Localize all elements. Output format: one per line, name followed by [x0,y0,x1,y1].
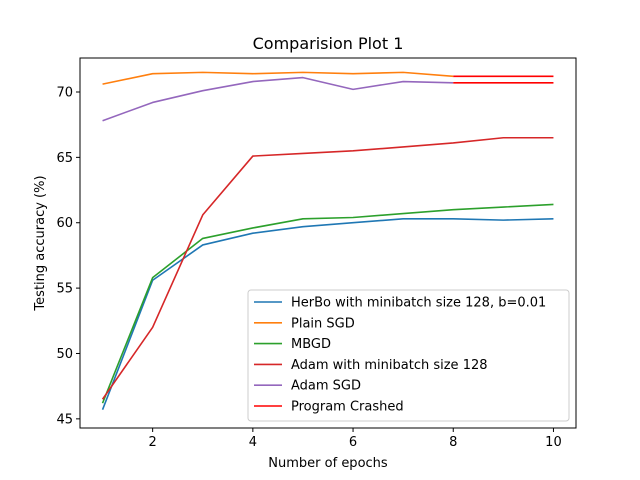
y-tick-label: 55 [56,282,73,297]
x-tick-label: 2 [149,435,157,450]
x-tick-label: 4 [249,435,257,450]
y-tick-label: 65 [56,151,73,166]
legend-box [247,289,570,422]
y-tick-label: 70 [56,85,73,100]
series-line-2 [101,203,554,404]
y-tick-label: 45 [56,412,73,427]
series-line-1 [102,71,454,85]
y-axis-label: Testing accuracy (%) [33,175,48,311]
legend-label: Program Crashed [291,400,404,415]
legend-label: Adam with minibatch size 128 [291,358,488,373]
x-tick-label: 6 [349,435,357,450]
legend-label: Adam SGD [291,379,361,394]
legend-label: MBGD [291,337,331,352]
x-axis-ticks: 2 4 6 8 10 [149,428,562,450]
plot-lines [101,71,554,410]
y-tick-label: 60 [56,216,73,231]
x-axis-label: Number of epochs [268,456,388,471]
series-line-3 [101,136,554,400]
plot-frame [79,57,577,429]
legend: HerBo with minibatch size 128, b=0.01 Pla… [247,289,570,422]
series-line-0 [101,218,554,410]
x-tick-label: 8 [449,435,457,450]
y-tick-label: 50 [56,347,73,362]
legend-label: Plain SGD [291,316,355,331]
chart-title: Comparision Plot 1 [253,34,404,53]
y-axis-ticks: 45 50 55 60 65 70 [56,85,80,427]
series-line-4 [102,76,454,122]
x-tick-label: 10 [545,435,562,450]
legend-label: HerBo with minibatch size 128, b=0.01 [291,296,546,311]
